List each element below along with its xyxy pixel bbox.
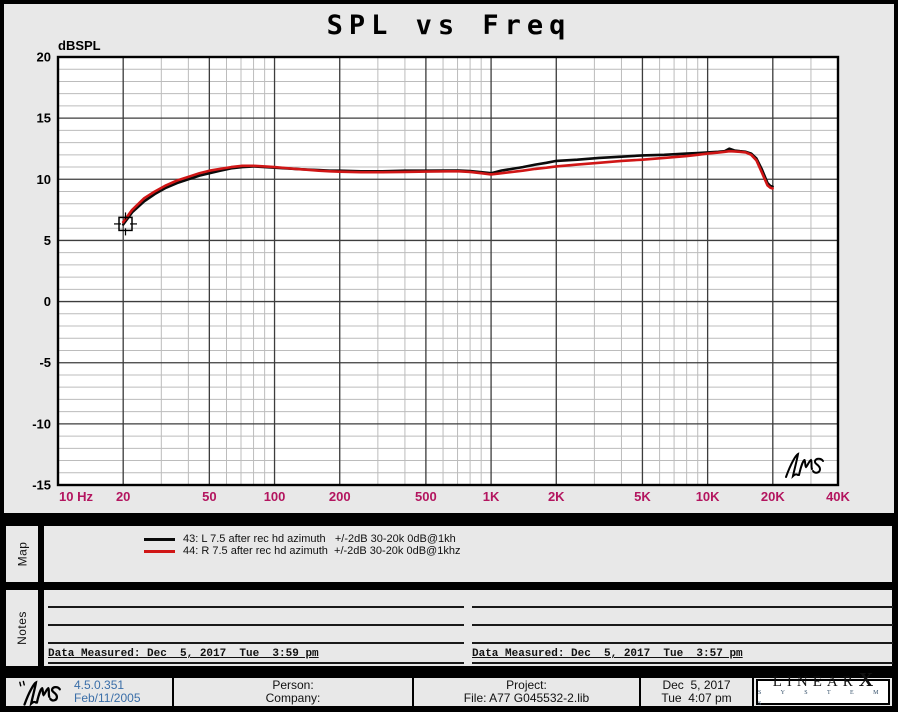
svg-text:2K: 2K	[548, 489, 565, 504]
app-version: 4.5.0.351	[74, 678, 125, 692]
legend-swatch-black	[144, 537, 175, 541]
footer-date: Dec 5, 2017	[662, 678, 731, 692]
note-line	[48, 624, 464, 626]
notes-column-left[interactable]: Data Measured: Dec 5, 2017 Tue 3:59 pm	[48, 590, 464, 666]
svg-text:15: 15	[37, 111, 51, 126]
lms-logo-icon	[19, 680, 61, 707]
svg-text:100: 100	[264, 489, 286, 504]
svg-text:20: 20	[37, 50, 51, 65]
legend-swatch-red	[144, 549, 175, 553]
file-label: File: A77 G045532-2.lib	[463, 691, 590, 705]
note-line	[48, 606, 464, 608]
legend-item-44[interactable]: 44: R 7.5 after rec hd azimuth +/-2dB 30…	[144, 545, 460, 557]
legend-label-44: 44: R 7.5 after rec hd azimuth +/-2dB 30…	[183, 545, 461, 557]
svg-text:20K: 20K	[761, 489, 785, 504]
svg-text:50: 50	[202, 489, 216, 504]
chart-panel: SPL vs Freq dBSPL 20 15 10 5 0 -5 -10 -15 10 Hz 20…	[4, 4, 894, 513]
map-section-label: Map	[15, 541, 29, 567]
person-label: Person:	[272, 678, 314, 692]
svg-text:5: 5	[44, 233, 51, 248]
footer-version-cell: 4.5.0.351 Feb/11/2005	[6, 678, 172, 707]
footer-time: Tue 4:07 pm	[661, 691, 732, 705]
svg-text:0: 0	[44, 294, 51, 309]
note-line	[472, 642, 893, 644]
svg-text:10K: 10K	[696, 489, 720, 504]
data-measured-right: Data Measured: Dec 5, 2017 Tue 3:57 pm	[472, 648, 893, 664]
data-measured-left: Data Measured: Dec 5, 2017 Tue 3:59 pm	[48, 648, 464, 664]
note-line	[48, 642, 464, 644]
note-line	[472, 606, 893, 608]
svg-text:1K: 1K	[483, 489, 500, 504]
footer-person-cell[interactable]: Person: Company:	[172, 678, 412, 706]
linearx-wordmark: LINEAR	[772, 673, 858, 690]
linearx-systems-text: S Y S T E M S	[758, 689, 888, 707]
svg-text:10: 10	[37, 172, 51, 187]
notes-section-label: Notes	[15, 611, 30, 645]
map-legend-panel: 43: L 7.5 after rec hd azimuth +/-2dB 30…	[42, 524, 894, 584]
svg-text:-10: -10	[32, 416, 51, 431]
svg-text:-5: -5	[39, 355, 51, 370]
chart-title: SPL vs Freq	[326, 10, 572, 41]
footer-bar: 4.5.0.351 Feb/11/2005 Person: Company: P…	[4, 670, 894, 708]
svg-text:-15: -15	[32, 478, 51, 493]
app-version-date: Feb/11/2005	[74, 691, 141, 705]
footer-project-cell[interactable]: Project: File: A77 G045532-2.lib	[412, 678, 639, 706]
svg-text:20: 20	[116, 489, 130, 504]
notes-section-label-cell: Notes	[4, 588, 40, 668]
project-label: Project:	[506, 678, 547, 692]
map-section-label-cell: Map	[4, 524, 40, 584]
linearx-x-glyph: X	[858, 668, 874, 691]
svg-text:5K: 5K	[634, 489, 651, 504]
svg-text:10 Hz: 10 Hz	[59, 489, 93, 504]
notes-panel: Data Measured: Dec 5, 2017 Tue 3:59 pm D…	[42, 588, 894, 668]
svg-text:40K: 40K	[826, 489, 850, 504]
note-line	[472, 624, 893, 626]
linearx-logo: LINEARX S Y S T E M S	[756, 670, 890, 707]
footer-brand-cell: LINEARX S Y S T E M S	[752, 670, 892, 707]
company-label: Company:	[265, 691, 321, 705]
legend-label-43: 43: L 7.5 after rec hd azimuth +/-2dB 30…	[183, 533, 456, 545]
svg-text:dBSPL: dBSPL	[58, 38, 101, 53]
svg-text:200: 200	[329, 489, 351, 504]
notes-column-right[interactable]: Data Measured: Dec 5, 2017 Tue 3:57 pm	[472, 590, 893, 666]
svg-text:500: 500	[415, 489, 437, 504]
footer-datetime-cell: Dec 5, 2017 Tue 4:07 pm	[639, 678, 752, 706]
legend-item-43[interactable]: 43: L 7.5 after rec hd azimuth +/-2dB 30…	[144, 533, 456, 545]
